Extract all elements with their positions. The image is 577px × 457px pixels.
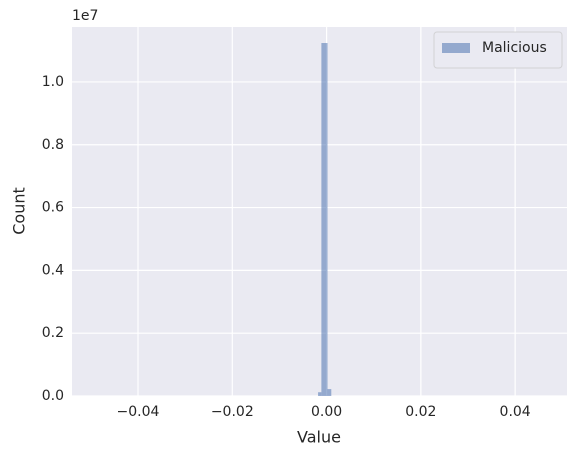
- histogram-bar: [327, 389, 332, 396]
- x-tick-label: 0.00: [311, 404, 342, 420]
- y-axis-label: Count: [10, 187, 29, 235]
- legend-label: Malicious: [482, 40, 547, 56]
- y-tick-label: 0.6: [42, 200, 64, 216]
- y-tick-label: 0.4: [42, 262, 64, 278]
- histogram-bar: [318, 392, 322, 396]
- histogram-bar: [321, 43, 328, 396]
- x-tick-label: −0.02: [211, 404, 254, 420]
- x-tick-label: −0.04: [117, 404, 160, 420]
- x-tick-label: 0.02: [405, 404, 436, 420]
- legend-box: [433, 31, 563, 69]
- y-tick-label: 1.0: [42, 74, 64, 90]
- x-axis-label: Value: [297, 428, 341, 447]
- y-offset-text: 1e7: [72, 8, 98, 24]
- y-tick-label: 0.8: [42, 137, 64, 153]
- y-tick-label: 0.2: [42, 325, 64, 341]
- legend-swatch: [442, 43, 470, 53]
- plot-area: [72, 27, 567, 396]
- y-tick-label: 0.0: [42, 388, 64, 404]
- x-tick-label: 0.04: [500, 404, 531, 420]
